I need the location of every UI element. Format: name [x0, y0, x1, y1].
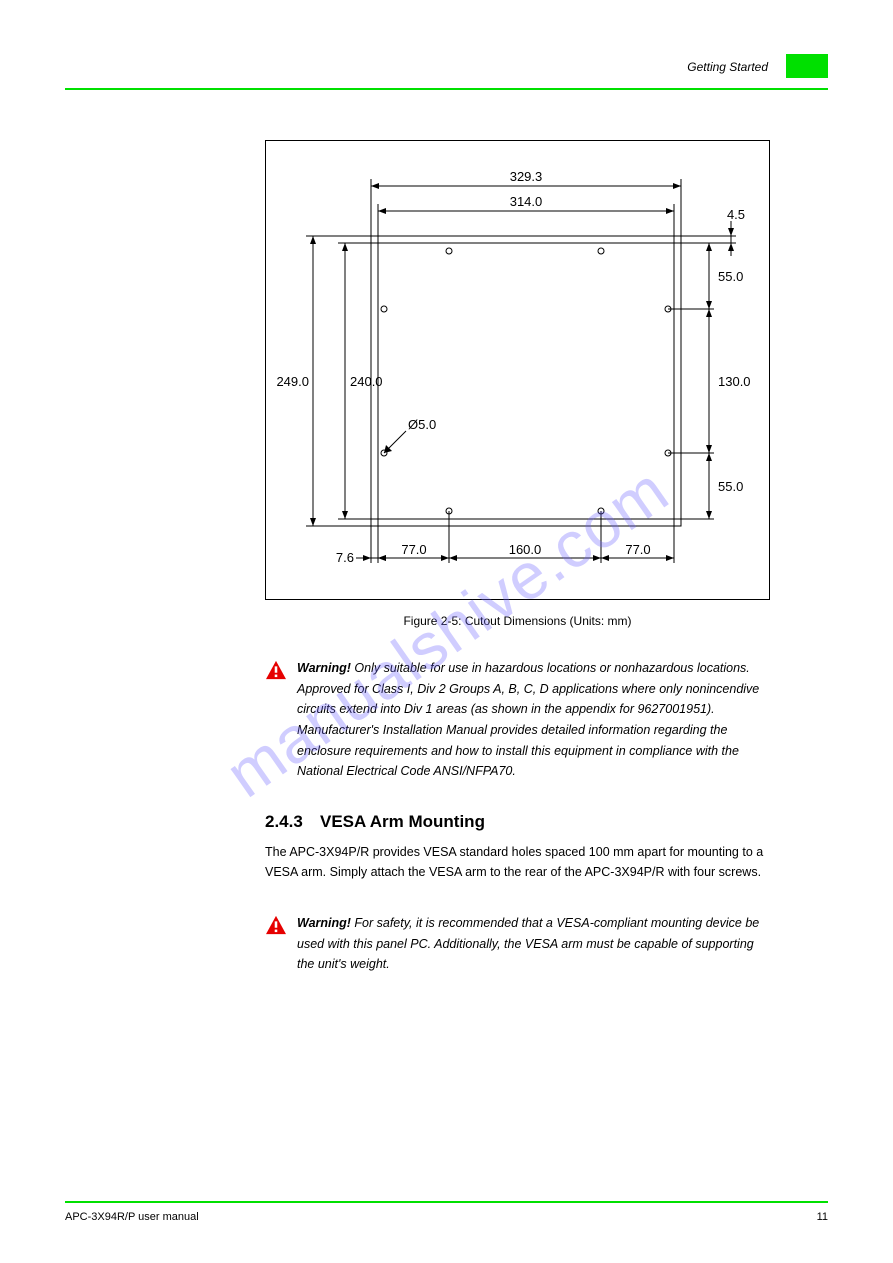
main-content: 329.3 314.0 4.5 55.0: [265, 140, 770, 975]
page-header: Getting Started: [65, 50, 828, 110]
dimension-drawing-svg: 329.3 314.0 4.5 55.0: [266, 141, 771, 601]
section-heading: 2.4.3VESA Arm Mounting: [265, 812, 770, 832]
dim-left-inner: 240.0: [350, 374, 383, 389]
footer-left: APC-3X94R/P user manual: [65, 1211, 199, 1223]
dim-bottom-seg1: 77.0: [401, 542, 426, 557]
dim-bottom-seg3: 77.0: [625, 542, 650, 557]
dim-top-outer: 329.3: [510, 169, 543, 184]
warning-text-2: Warning! For safety, it is recommended t…: [297, 913, 770, 975]
dim-bottom-seg2: 160.0: [509, 542, 542, 557]
dim-hole-dia: Ø5.0: [408, 417, 436, 432]
warning-icon: [265, 660, 287, 680]
warning-text-1: Warning! Only suitable for use in hazard…: [297, 658, 770, 782]
page-footer: APC-3X94R/P user manual 11: [65, 1201, 828, 1223]
warning-body: For safety, it is recommended that a VES…: [297, 916, 759, 971]
cutout-dimensions-diagram: 329.3 314.0 4.5 55.0: [265, 140, 770, 600]
dim-top-inner: 314.0: [510, 194, 543, 209]
warning-icon: [265, 915, 287, 935]
warning-label: Warning!: [297, 916, 354, 930]
figure-caption: Figure 2-5: Cutout Dimensions (Units: mm…: [265, 614, 770, 628]
warning-label: Warning!: [297, 661, 354, 675]
section-title: VESA Arm Mounting: [320, 812, 485, 831]
warning-block-1: Warning! Only suitable for use in hazard…: [265, 658, 770, 782]
dim-right-small: 4.5: [727, 207, 745, 222]
dim-right-seg3: 55.0: [718, 479, 743, 494]
section-body: The APC-3X94P/R provides VESA standard h…: [265, 842, 770, 883]
footer-row: APC-3X94R/P user manual 11: [65, 1211, 828, 1223]
footer-rule: [65, 1201, 828, 1203]
dim-right-seg1: 55.0: [718, 269, 743, 284]
header-rule: [65, 88, 828, 90]
warning-body: Only suitable for use in hazardous locat…: [297, 661, 759, 778]
footer-page-number: 11: [817, 1211, 828, 1223]
dim-bottom-lead: 7.6: [336, 550, 354, 565]
section-vesa: 2.4.3VESA Arm Mounting The APC-3X94P/R p…: [265, 812, 770, 883]
header-accent-box: [786, 54, 828, 78]
section-number: 2.4.3: [265, 812, 320, 832]
warning-block-2: Warning! For safety, it is recommended t…: [265, 913, 770, 975]
dim-left-outer: 249.0: [276, 374, 309, 389]
dim-right-seg2: 130.0: [718, 374, 751, 389]
header-section-label: Getting Started: [687, 60, 768, 74]
